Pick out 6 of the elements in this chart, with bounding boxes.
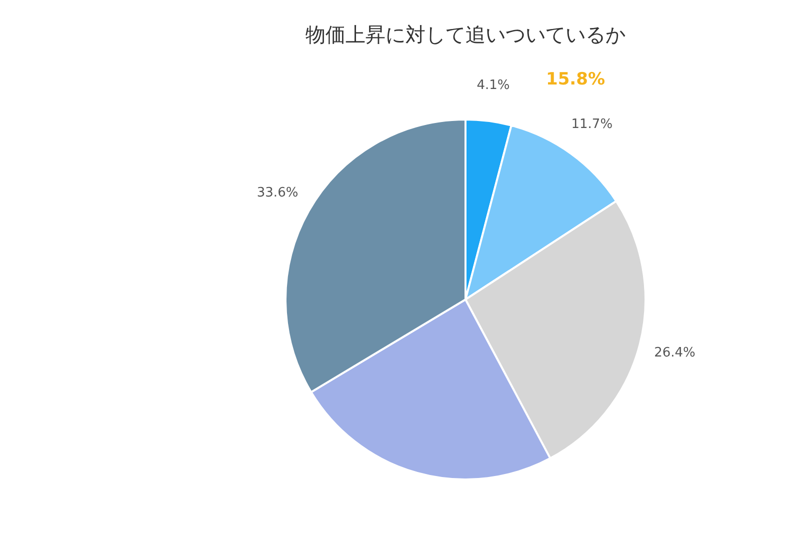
chart-title: 物価上昇に対して追いついているか (306, 22, 626, 46)
data-label: 4.1% (476, 78, 510, 93)
data-label: 11.7% (571, 116, 613, 132)
data-label: 26.4% (654, 346, 696, 361)
data-label: 33.6% (256, 186, 298, 201)
text: 15.8% (546, 70, 605, 90)
